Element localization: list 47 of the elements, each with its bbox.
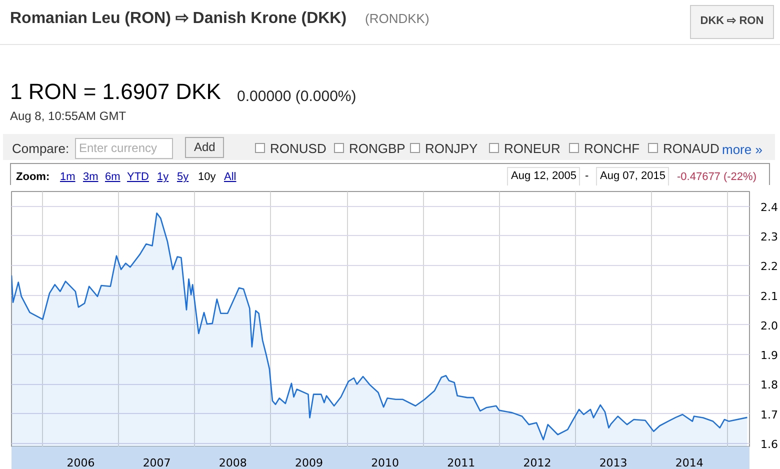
text: Enter currency [75,138,173,160]
text: 6m [105,170,120,185]
chart-title: Romanian Leu (RON) ⇨ Danish Krone (DKK) [10,9,347,29]
y-tick-label: 2.2 [760,260,778,274]
text: Compare: [12,140,70,158]
y-tick-label: 2.3 [760,230,778,244]
text: 10y [198,170,216,185]
y-tick-label: 2.1 [760,290,778,303]
chart-subtitle: (RONDKK) [365,10,430,28]
text: - [585,169,589,184]
x-tick-label: 2013 [599,456,628,469]
text: All [224,170,236,185]
text: RONEUR [504,140,560,158]
text: Aug 07, 2015 [596,167,670,187]
x-tick-label: 2011 [447,456,476,469]
x-tick-label: 2009 [294,456,323,469]
y-tick-label: 1.6 [760,438,778,452]
x-tick-label: 2014 [675,456,704,469]
text: RONCHF [584,140,640,158]
x-tick-label: 2010 [371,456,400,469]
text: RONUSD [270,140,326,158]
text: 1 RON = 1.6907 DKK [10,78,221,106]
y-tick-label: 1.8 [760,378,778,392]
text: Zoom: [16,170,50,185]
text: 5y [177,170,189,185]
y-tick-label: 2.0 [760,319,778,332]
text: more » [722,141,762,159]
y-tick-label: 1.9 [760,349,778,362]
text: Add [185,137,224,158]
text: RONAUD [663,140,720,158]
text: 1m [60,170,76,185]
text: 1y [157,170,169,185]
y-tick-label: 2.4 [760,200,778,214]
text: -0.47677 (-22%) [677,170,756,185]
y-tick-label: 1.7 [760,408,778,422]
text: RONJPY [425,140,478,158]
text: Aug 12, 2005 [507,167,580,187]
x-tick-label: 2007 [142,456,171,469]
x-tick-label: 2006 [66,456,95,469]
x-tick-label: 2008 [218,456,247,469]
text: DKK ⇨ RON [690,5,774,39]
text: YTD [127,170,149,185]
text: 3m [83,170,98,185]
text: RONGBP [349,140,406,158]
text: Aug 8, 10:55AM GMT [10,108,126,125]
x-tick-label: 2012 [523,456,552,469]
text: 0.00000 (0.000%) [237,87,356,107]
